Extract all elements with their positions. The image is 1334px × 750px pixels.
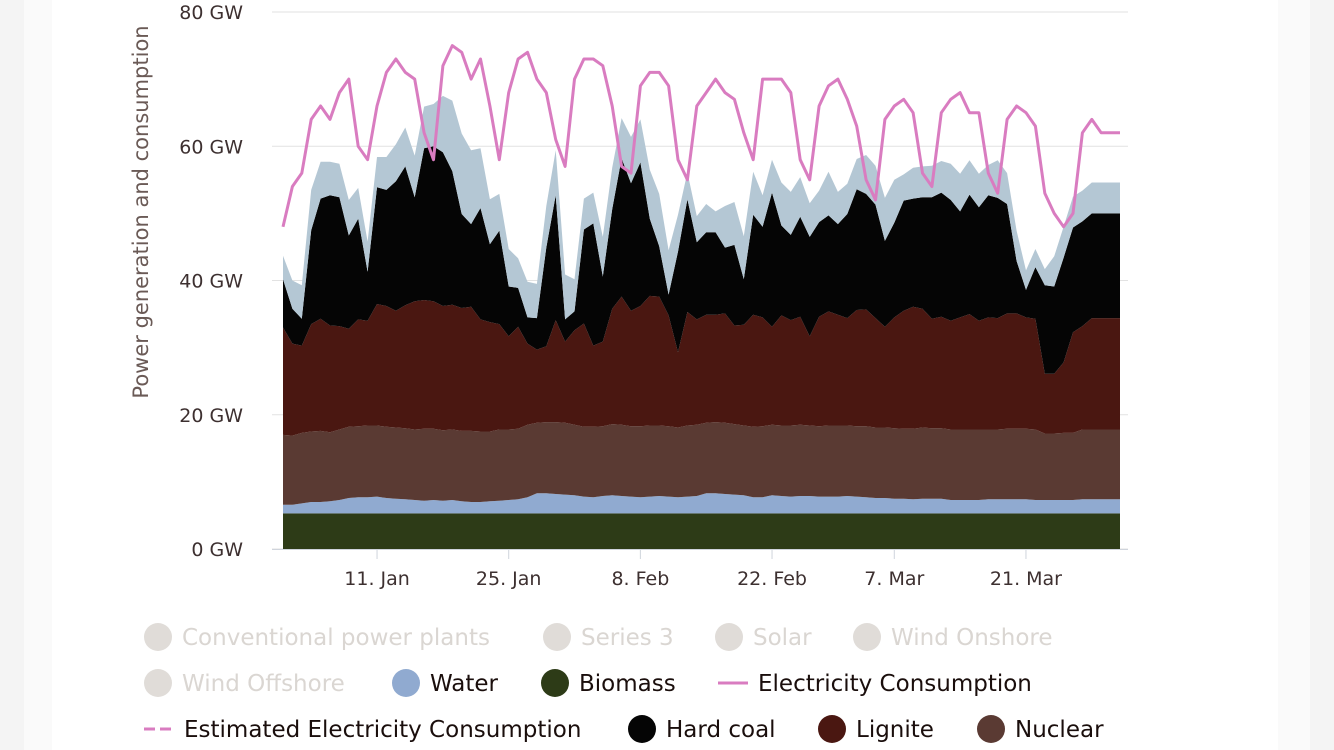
consumption-line-group <box>281 44 1120 229</box>
area-lignite[interactable] <box>283 295 1120 436</box>
legend-marker <box>715 623 743 651</box>
legend-item-wind-offshore[interactable]: Wind Offshore <box>144 669 345 697</box>
legend-marker <box>628 715 656 743</box>
legend-label: Series 3 <box>581 625 674 651</box>
legend-label: Lignite <box>856 717 934 743</box>
stacked-areas <box>283 95 1120 549</box>
legend-label: Water <box>430 671 499 697</box>
legend-item-conventional-power-plants[interactable]: Conventional power plants <box>144 623 490 651</box>
area-biomass[interactable] <box>283 513 1120 549</box>
legend-label: Wind Offshore <box>182 671 345 697</box>
legend-label: Nuclear <box>1015 717 1104 743</box>
legend-marker <box>853 623 881 651</box>
legend-item-biomass[interactable]: Biomass <box>541 669 676 697</box>
legend-item-series-3[interactable]: Series 3 <box>543 623 674 651</box>
y-tick-label: 20 GW <box>179 405 243 427</box>
x-tick-label: 22. Feb <box>737 568 807 590</box>
legend-label: Conventional power plants <box>182 625 490 651</box>
legend-item-estimated-electricity-consumption[interactable]: Estimated Electricity Consumption <box>144 717 581 743</box>
legend-item-hard-coal[interactable]: Hard coal <box>628 715 776 743</box>
y-axis-label: Power generation and consumption <box>129 25 153 398</box>
legend-item-solar[interactable]: Solar <box>715 623 812 651</box>
x-tick-label: 8. Feb <box>611 568 669 590</box>
x-tick-label: 25. Jan <box>476 568 542 590</box>
legend: Conventional power plants Series 3 Solar Wi… <box>144 623 1104 743</box>
legend-label: Hard coal <box>666 717 776 743</box>
y-tick-label: 0 GW <box>191 539 243 561</box>
legend-marker <box>977 715 1005 743</box>
legend-marker <box>541 669 569 697</box>
legend-label: Wind Onshore <box>891 625 1053 651</box>
legend-marker <box>144 669 172 697</box>
legend-item-nuclear[interactable]: Nuclear <box>977 715 1104 743</box>
legend-item-lignite[interactable]: Lignite <box>818 715 934 743</box>
area-water[interactable] <box>283 493 1120 514</box>
area-nuclear[interactable] <box>283 422 1120 505</box>
y-tick-label: 60 GW <box>179 136 243 158</box>
legend-label: Electricity Consumption <box>758 671 1032 697</box>
legend-item-wind-onshore[interactable]: Wind Onshore <box>853 623 1053 651</box>
legend-label: Solar <box>753 625 812 651</box>
legend-marker <box>392 669 420 697</box>
legend-item-water[interactable]: Water <box>392 669 499 697</box>
x-tick-label: 21. Mar <box>990 568 1062 590</box>
y-tick-label: 40 GW <box>179 271 243 293</box>
legend-label: Biomass <box>579 671 676 697</box>
area-hard-coal[interactable] <box>283 146 1120 374</box>
x-tick-label: 7. Mar <box>864 568 924 590</box>
grid: 0 GW 20 GW 40 GW 60 GW 80 GW <box>179 2 1128 561</box>
legend-marker <box>543 623 571 651</box>
axes: 11. Jan 25. Jan 8. Feb 22. Feb 7. Mar 21. Mar <box>272 549 1128 590</box>
legend-label: Estimated Electricity Consumption <box>184 717 581 743</box>
legend-item-electricity-consumption[interactable]: Electricity Consumption <box>718 671 1032 697</box>
line-electricity-consumption[interactable] <box>281 44 1120 229</box>
y-tick-label: 80 GW <box>179 2 243 24</box>
legend-marker <box>144 623 172 651</box>
legend-marker <box>818 715 846 743</box>
x-tick-label: 11. Jan <box>344 568 410 590</box>
